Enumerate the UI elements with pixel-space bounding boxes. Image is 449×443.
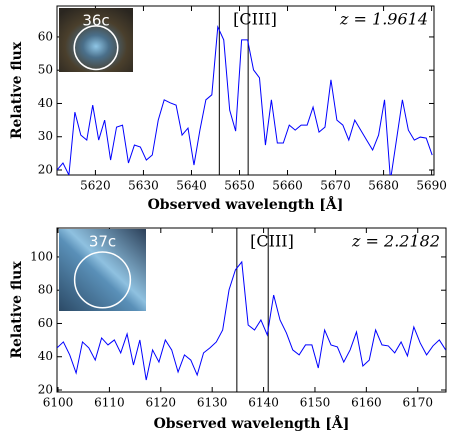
x-tick-label: 5670 [320, 179, 351, 193]
x-tick-label: 6100 [43, 396, 74, 410]
y-tick-label: 40 [38, 96, 53, 110]
x-tick-label: 6130 [197, 396, 228, 410]
y-tick-label: 80 [38, 283, 53, 297]
x-tick-label: 5640 [176, 179, 207, 193]
x-tick-label: 5650 [224, 179, 255, 193]
y-tick-label: 60 [38, 29, 53, 43]
inset-label: 37c [89, 233, 116, 251]
x-tick-label: 6150 [300, 396, 331, 410]
x-tick-label: 5680 [368, 179, 399, 193]
y-axis-label: Relative flux [9, 41, 25, 139]
x-tick-label: 6160 [351, 396, 382, 410]
redshift: z = 2.2182 [351, 232, 440, 251]
x-axis-label: Observed wavelength [Å] [148, 195, 344, 213]
y-tick-label: 20 [38, 163, 53, 177]
x-tick-label: 5620 [80, 179, 111, 193]
x-tick-label: 6110 [94, 396, 125, 410]
x-tick-label: 6120 [146, 396, 177, 410]
y-tick-label: 30 [38, 129, 53, 143]
x-tick-label: 5630 [128, 179, 159, 193]
y-tick-label: 100 [30, 249, 53, 263]
inset-label: 36c [82, 12, 109, 30]
x-axis-label: Observed wavelength [Å] [154, 414, 350, 432]
y-tick-label: 20 [38, 383, 53, 397]
spectrum-line [57, 25, 433, 175]
x-tick-label: 6140 [248, 396, 279, 410]
redshift: z = 1.9614 [339, 10, 428, 29]
x-tick-label: 6170 [402, 396, 433, 410]
inset-image [59, 8, 133, 72]
y-tick-label: 50 [38, 63, 53, 77]
inset-image [59, 229, 146, 311]
annotation: [CIII] [233, 10, 277, 29]
x-tick-label: 5660 [272, 179, 303, 193]
y-tick-label: 60 [38, 316, 53, 330]
inset-circle [73, 251, 132, 309]
annotation: [CIII] [250, 232, 294, 251]
y-tick-label: 40 [38, 349, 53, 363]
y-axis-label: Relative flux [9, 261, 25, 359]
inset-circle [73, 25, 119, 71]
x-tick-label: 5690 [416, 179, 447, 193]
spectrum-line [57, 260, 446, 381]
